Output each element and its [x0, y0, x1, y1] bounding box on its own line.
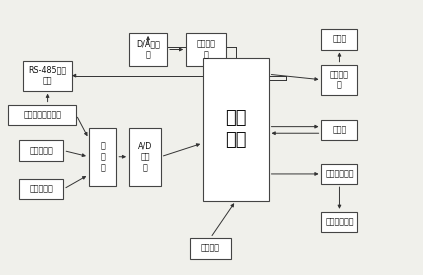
FancyBboxPatch shape [321, 164, 357, 184]
FancyBboxPatch shape [321, 212, 357, 232]
FancyBboxPatch shape [129, 128, 161, 186]
FancyBboxPatch shape [186, 33, 226, 66]
Text: D/A转换
器: D/A转换 器 [136, 40, 160, 59]
FancyBboxPatch shape [19, 140, 63, 161]
Text: 流量频率检测模块: 流量频率检测模块 [23, 110, 61, 119]
FancyBboxPatch shape [321, 65, 357, 95]
FancyBboxPatch shape [190, 238, 231, 258]
Text: RS-485接口
模块: RS-485接口 模块 [28, 66, 67, 86]
Text: 输入设备: 输入设备 [201, 244, 220, 253]
Text: 报警输出模块: 报警输出模块 [325, 169, 354, 178]
Text: 显示屏: 显示屏 [332, 35, 346, 44]
FancyBboxPatch shape [19, 179, 63, 199]
Text: 脉冲放大
器: 脉冲放大 器 [197, 40, 216, 59]
FancyBboxPatch shape [23, 60, 72, 91]
Text: 液晶驱动
器: 液晶驱动 器 [330, 70, 349, 90]
Text: 压差变送器: 压差变送器 [29, 185, 53, 194]
Text: A/D
转换
器: A/D 转换 器 [138, 142, 152, 172]
Text: 无线传输模块: 无线传输模块 [325, 218, 354, 227]
Text: 存储器: 存储器 [332, 125, 346, 134]
FancyBboxPatch shape [89, 128, 116, 186]
FancyBboxPatch shape [203, 58, 269, 201]
FancyBboxPatch shape [8, 104, 76, 125]
FancyBboxPatch shape [129, 33, 167, 66]
FancyBboxPatch shape [321, 29, 357, 50]
Text: 微处
理器: 微处 理器 [225, 109, 247, 149]
Text: 放
大
器: 放 大 器 [100, 142, 105, 172]
FancyBboxPatch shape [321, 120, 357, 140]
Text: 温度传感器: 温度传感器 [29, 146, 53, 155]
